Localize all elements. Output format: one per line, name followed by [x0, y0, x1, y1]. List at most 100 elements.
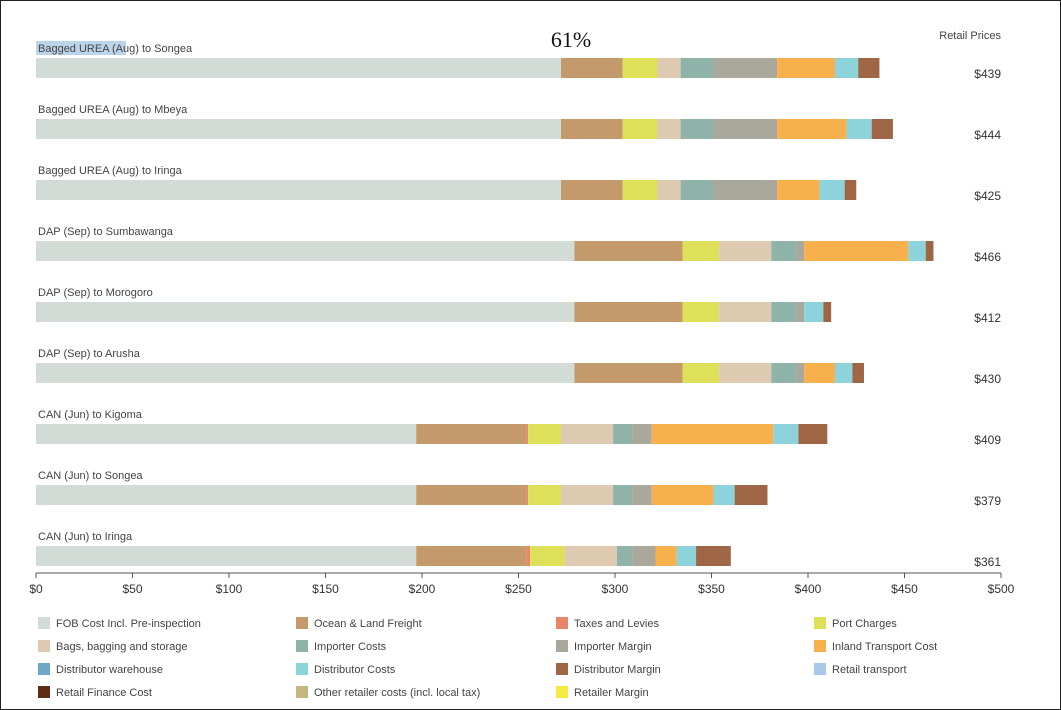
x-tick-label: $450	[891, 582, 918, 596]
retail-price: $409	[974, 433, 1001, 447]
annotation-percent: 61%	[551, 27, 591, 52]
legend-swatch	[296, 663, 308, 675]
retail-price: $439	[974, 67, 1001, 81]
x-tick-label: $150	[312, 582, 339, 596]
bar-segment	[560, 485, 614, 505]
x-tick-label: $400	[795, 582, 822, 596]
bar-segment	[846, 119, 872, 139]
bar-segment	[734, 485, 768, 505]
legend-label: Other retailer costs (incl. local tax)	[314, 687, 480, 699]
bar-segment	[560, 119, 623, 139]
bar-segment	[682, 363, 720, 383]
bar-segment	[719, 363, 772, 383]
bar-segment	[528, 424, 561, 444]
bar-segment	[804, 241, 909, 261]
bar-segment	[908, 241, 926, 261]
bar-segment	[622, 58, 658, 78]
retail-price: $425	[974, 189, 1001, 203]
bar-segment	[771, 241, 797, 261]
legend-label: Retail Finance Cost	[56, 687, 152, 699]
bar-segment	[613, 424, 633, 444]
bar-segment	[36, 58, 561, 78]
bar-segment	[771, 302, 797, 322]
bar-segment	[835, 58, 859, 78]
bar-segment	[823, 302, 832, 322]
legend-swatch	[556, 640, 568, 652]
bar-segment	[777, 119, 847, 139]
bar-segment	[655, 546, 677, 566]
x-axis: $0 $50 $100 $150 $200 $250 $300 $350 $400 $450 $50…	[29, 572, 1015, 596]
legend-swatch	[814, 663, 826, 675]
bar-segment	[416, 546, 527, 566]
bar-segment	[798, 424, 828, 444]
bar-segment	[616, 546, 633, 566]
bar-segment	[680, 119, 714, 139]
bar-segment	[804, 363, 836, 383]
bar-segment	[796, 241, 805, 261]
bar-segment	[771, 363, 797, 383]
row-label: CAN (Jun) to Kigoma	[38, 409, 143, 421]
bar-segment	[657, 58, 681, 78]
retail-price: $466	[974, 250, 1001, 264]
legend-swatch	[814, 640, 826, 652]
bar-segment	[416, 485, 527, 505]
bar-segment	[680, 180, 714, 200]
bar-segment	[574, 241, 683, 261]
bar-segment	[36, 485, 417, 505]
x-tick-label: $250	[505, 582, 532, 596]
legend-swatch	[296, 617, 308, 629]
x-tick-label: $300	[602, 582, 629, 596]
bar-segment	[632, 424, 652, 444]
bar-segment	[560, 424, 614, 444]
row-label: CAN (Jun) to Iringa	[38, 531, 133, 543]
bar-segment	[713, 119, 778, 139]
bar-segment	[773, 424, 799, 444]
bar-segment	[622, 119, 658, 139]
bar-segment	[680, 58, 714, 78]
bar-segment	[819, 180, 845, 200]
bar-segment	[657, 180, 681, 200]
bars-group: Bagged UREA (Aug) to Songea $439 Bagged UR…	[36, 43, 1001, 569]
bar-segment	[804, 302, 824, 322]
bar-segment	[632, 546, 656, 566]
bar-segment	[36, 180, 561, 200]
bar-segment	[613, 485, 633, 505]
retail-price: $361	[974, 555, 1001, 569]
retail-price: $444	[974, 128, 1001, 142]
bar-segment	[36, 363, 575, 383]
bar-segment	[835, 363, 853, 383]
bar-segment	[657, 119, 681, 139]
legend-label: Retailer Margin	[574, 687, 649, 699]
legend-swatch	[556, 686, 568, 698]
legend-label: Bags, bagging and storage	[56, 641, 188, 653]
bar-segment	[844, 180, 857, 200]
bar-segment	[36, 546, 417, 566]
bar-segment	[858, 58, 880, 78]
price-header: Retail Prices	[939, 30, 1001, 42]
legend-swatch	[296, 686, 308, 698]
legend-label: Ocean & Land Freight	[314, 618, 422, 630]
bar-segment	[719, 241, 772, 261]
row-label: Bagged UREA (Aug) to Songea	[38, 43, 193, 55]
bar-segment	[777, 180, 820, 200]
legend-swatch	[556, 663, 568, 675]
bar-segment	[713, 485, 735, 505]
x-tick-label: $350	[698, 582, 725, 596]
bar-segment	[528, 485, 561, 505]
bar-segment	[560, 180, 623, 200]
legend-swatch	[814, 617, 826, 629]
legend-swatch	[38, 617, 50, 629]
bar-segment	[526, 424, 529, 444]
label-highlight	[36, 41, 126, 55]
legend-label: Distributor Margin	[574, 664, 661, 676]
bar-segment	[560, 58, 623, 78]
bar-segment	[871, 119, 893, 139]
x-tick-label: $200	[409, 582, 436, 596]
bar-segment	[796, 302, 805, 322]
legend-label: Distributor Costs	[314, 664, 396, 676]
x-tick-label: $100	[216, 582, 243, 596]
retail-price: $430	[974, 372, 1001, 386]
row-label: Bagged UREA (Aug) to Mbeya	[38, 104, 188, 116]
legend-label: Retail transport	[832, 664, 907, 676]
